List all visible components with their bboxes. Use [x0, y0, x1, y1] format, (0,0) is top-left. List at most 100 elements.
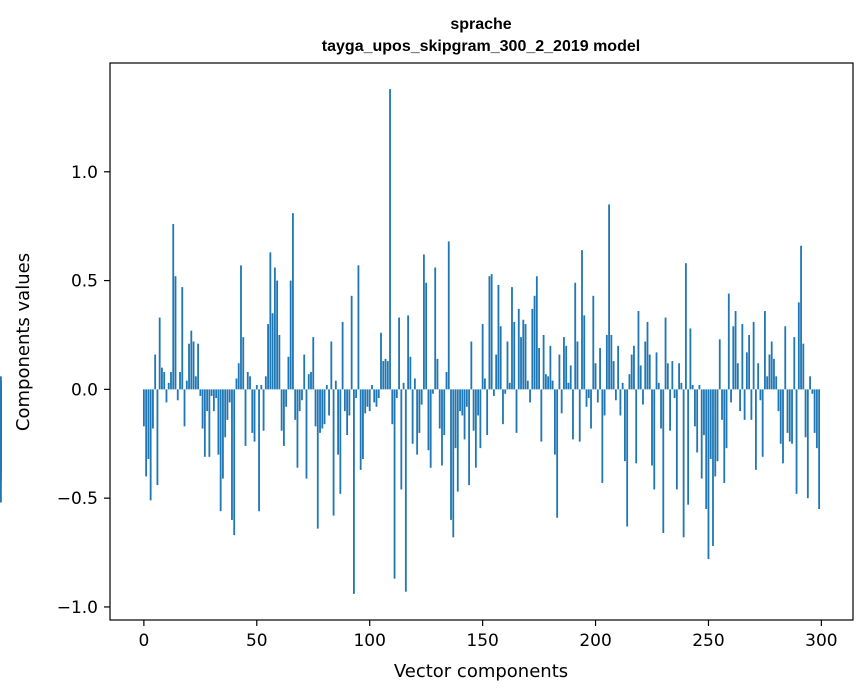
- bar-248: [703, 389, 705, 436]
- bar-35: [222, 389, 224, 479]
- bar-58: [273, 267, 276, 390]
- bar-27: [203, 389, 206, 457]
- bar-85: [334, 380, 337, 390]
- bar-243: [691, 385, 694, 390]
- bar-140: [459, 389, 461, 412]
- y-tick-label: 1.0: [71, 163, 98, 183]
- bar-102: [373, 389, 376, 403]
- bar-204: [603, 389, 606, 416]
- bar-14: [174, 276, 177, 390]
- bar-281: [777, 389, 780, 412]
- bar-29: [208, 389, 211, 457]
- bar-145: [470, 341, 473, 390]
- bar-218: [635, 389, 638, 464]
- bar-95: [357, 265, 360, 390]
- bar-164: [513, 321, 516, 390]
- bar-177: [542, 334, 545, 390]
- bar-55: [267, 324, 269, 390]
- bar-246: [698, 385, 701, 390]
- bar-264: [739, 389, 741, 412]
- bar-275: [764, 311, 766, 390]
- bar-16: [179, 371, 181, 390]
- bar-42: [237, 363, 240, 390]
- bar-236: [675, 389, 678, 490]
- bar-144: [468, 389, 470, 486]
- bar-0: [142, 389, 145, 427]
- bar-179: [547, 376, 550, 390]
- bar-270: [752, 321, 755, 390]
- bar-1: [145, 389, 148, 477]
- bar-178: [544, 374, 547, 390]
- bar-130: [436, 358, 439, 390]
- bar-66: [292, 213, 294, 390]
- bar-undefined: [0, 385, 2, 390]
- bar-13: [172, 224, 175, 390]
- bar-259: [727, 293, 730, 390]
- bar-25: [199, 389, 202, 396]
- x-tick-label: 50: [246, 631, 268, 651]
- bar-229: [660, 389, 662, 429]
- bar-38: [228, 389, 231, 403]
- bar-263: [736, 363, 739, 390]
- bar-161: [506, 341, 509, 390]
- bar-147: [474, 389, 477, 468]
- bar-210: [617, 345, 620, 390]
- bar-43: [240, 265, 242, 390]
- bar-126: [427, 389, 430, 451]
- bar-63: [285, 389, 288, 407]
- bar-26: [201, 389, 204, 429]
- bar-154: [490, 274, 493, 390]
- bar-266: [743, 389, 746, 420]
- bar-49: [253, 389, 256, 442]
- bar-36: [224, 389, 227, 438]
- bar-186: [563, 337, 565, 390]
- bar-81: [325, 385, 328, 390]
- bar-111: [393, 389, 396, 579]
- bar-180: [549, 345, 552, 390]
- bar-167: [520, 337, 522, 390]
- bar-181: [551, 380, 554, 390]
- bar-213: [624, 389, 626, 462]
- bar-298: [815, 389, 818, 449]
- bar-51: [258, 389, 260, 512]
- bar-217: [633, 345, 635, 390]
- bar-159: [502, 389, 504, 425]
- bar-108: [386, 361, 389, 390]
- bar-253: [714, 389, 717, 477]
- bar-241: [687, 389, 690, 505]
- bar-87: [339, 389, 342, 494]
- bar-267: [745, 352, 748, 390]
- bar-110: [391, 389, 394, 425]
- bar-61: [280, 389, 283, 431]
- bar-116: [404, 389, 407, 592]
- bar-30: [210, 389, 213, 396]
- bar-79: [321, 389, 324, 429]
- bar-195: [583, 315, 586, 390]
- bar-249: [705, 389, 708, 510]
- y-tick-label: 0.0: [71, 380, 98, 400]
- bar-202: [599, 348, 601, 390]
- bar-212: [621, 382, 624, 390]
- bar-56: [269, 252, 272, 390]
- bar-293: [804, 389, 807, 438]
- bar-211: [619, 389, 622, 416]
- bar-114: [400, 389, 403, 490]
- bar-171: [529, 389, 531, 403]
- bar-83: [330, 341, 333, 390]
- bar-19: [185, 380, 188, 390]
- bar-75: [312, 337, 315, 390]
- bar-23: [194, 376, 197, 390]
- bar-137: [452, 389, 455, 538]
- bar-127: [429, 389, 432, 468]
- bar-258: [725, 389, 728, 449]
- bar-106: [382, 361, 385, 390]
- bar-undefined: [0, 380, 2, 390]
- bar-194: [581, 250, 583, 390]
- bar-117: [407, 315, 410, 390]
- y-axis-label: Components values: [13, 253, 34, 431]
- bar-37: [226, 389, 229, 420]
- bar-119: [411, 389, 414, 444]
- y-tick-label: 0.5: [71, 272, 98, 292]
- bar-224: [648, 354, 651, 390]
- bar-265: [741, 324, 744, 390]
